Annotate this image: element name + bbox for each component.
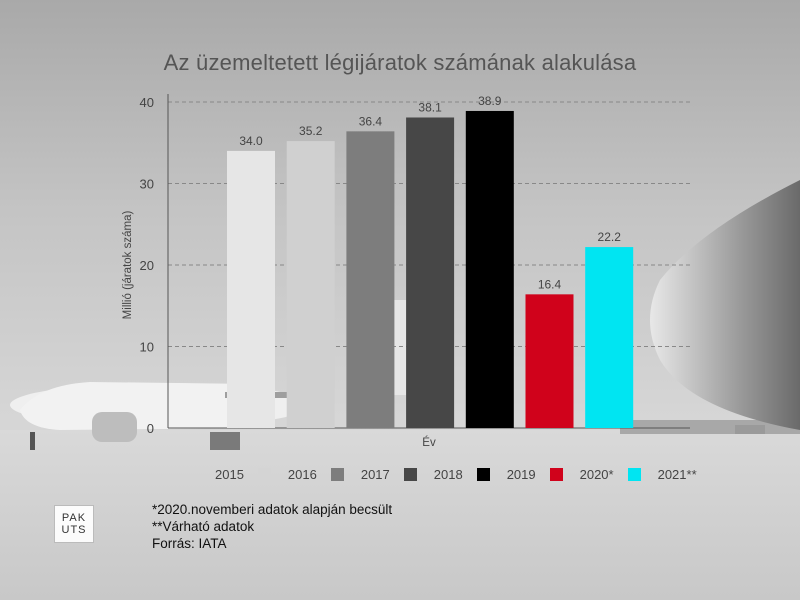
data-label: 34.0: [239, 134, 263, 148]
legend-swatch: [257, 468, 271, 481]
legend-label: 2015: [215, 467, 244, 482]
legend-swatch: [549, 468, 563, 481]
legend-swatch: [627, 468, 641, 481]
footnote-expected: **Várható adatok: [152, 519, 255, 534]
data-label: 16.4: [538, 277, 562, 291]
source-note: Forrás: IATA: [152, 536, 227, 551]
legend-item: 2016: [288, 467, 351, 482]
data-label: 38.9: [478, 94, 502, 108]
bar-2021: [585, 247, 634, 428]
logo-line1: PAK: [61, 512, 87, 524]
legend-label: 2016: [287, 467, 317, 482]
legend: 2015 2016 2017 2018 2019 2020* 2021**: [215, 467, 707, 482]
pakuts-logo: PAK UTS: [54, 505, 94, 543]
bar-2020: [525, 294, 574, 428]
legend-label: 2021**: [657, 467, 697, 482]
legend-label: 2017: [360, 467, 390, 482]
bar-2019: [465, 110, 514, 428]
bars: [227, 110, 634, 429]
x-axis-label: Év: [422, 436, 436, 449]
legend-item: 2015: [215, 467, 278, 482]
data-label: 35.2: [299, 124, 323, 138]
data-label: 22.2: [598, 230, 622, 244]
data-labels: 34.0 35.2 36.4 38.1 38.9 16.4 22.2: [239, 94, 621, 291]
bar-2016: [286, 141, 335, 428]
data-label: 36.4: [359, 114, 383, 128]
y-tick-label: 10: [140, 340, 154, 355]
legend-item: 2020*: [580, 467, 648, 482]
legend-swatch: [403, 468, 417, 481]
legend-label: 2018: [433, 467, 463, 482]
bar-2015: [227, 150, 275, 428]
y-axis-label: Millió (járatok száma): [122, 211, 134, 320]
legend-item: 2021**: [658, 467, 697, 482]
legend-item: 2019: [507, 467, 570, 482]
legend-item: 2018: [434, 467, 497, 482]
y-tick-label: 40: [140, 95, 154, 110]
data-label: 38.1: [418, 100, 442, 114]
bar-2017: [346, 131, 395, 428]
legend-swatch: [476, 468, 490, 481]
legend-label: 2019: [506, 467, 536, 482]
y-tick-label: 20: [140, 258, 154, 273]
legend-item: 2017: [361, 467, 424, 482]
footnote-estimated: *2020.novemberi adatok alapján becsült: [152, 502, 393, 517]
logo-line2: UTS: [61, 524, 87, 536]
chart-title: Az üzemeltetett légijáratok számának ala…: [163, 50, 637, 75]
legend-label: 2020*: [579, 467, 614, 482]
bar-2018: [406, 117, 455, 429]
y-tick-label: 0: [147, 421, 154, 436]
legend-swatch: [330, 468, 344, 481]
y-tick-label: 30: [140, 177, 154, 192]
footnotes: *2020.novemberi adatok alapján becsült *…: [152, 501, 392, 552]
